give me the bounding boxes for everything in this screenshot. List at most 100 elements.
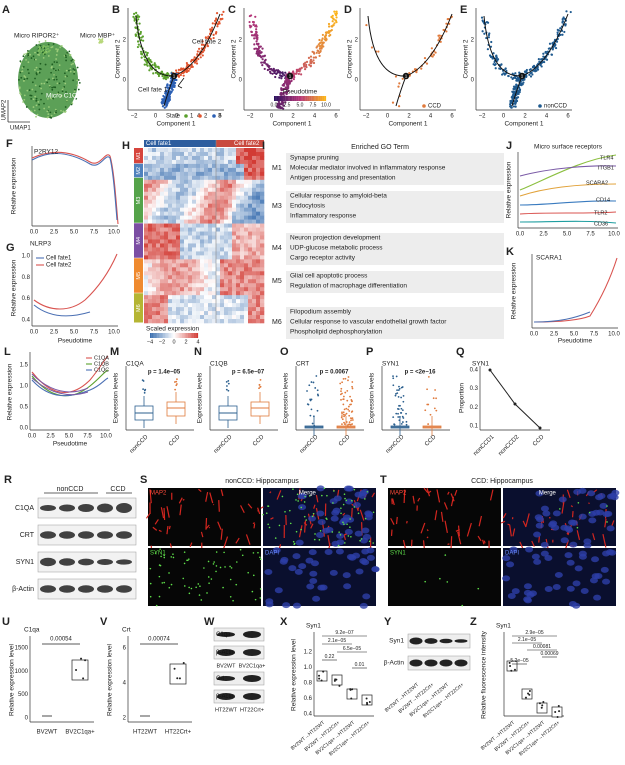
- band: [454, 659, 468, 667]
- heat-cell: [260, 223, 265, 228]
- heat-cell: [248, 319, 253, 324]
- heat-cell: [236, 295, 241, 300]
- heat-cell: [176, 251, 181, 256]
- heat-cell: [172, 263, 177, 268]
- puncta: [278, 524, 281, 527]
- heat-cell: [144, 291, 149, 296]
- cell-point: [332, 24, 335, 27]
- heat-cell: [204, 223, 209, 228]
- heat-cell: [188, 223, 193, 228]
- tick-label: 6: [218, 114, 222, 120]
- cell-point: [445, 30, 448, 33]
- heat-cell: [224, 231, 229, 236]
- heat-cell: [252, 207, 257, 212]
- neurite: [588, 502, 590, 505]
- outlier: [315, 375, 318, 377]
- tick-label: −2: [131, 114, 139, 120]
- heat-cell: [188, 227, 193, 232]
- heat-cell: [168, 223, 173, 228]
- legend-swatch: [422, 104, 426, 108]
- label: TLR4: [600, 155, 613, 161]
- outlier: [142, 380, 145, 382]
- outlier: [340, 398, 342, 401]
- heat-cell: [216, 231, 221, 236]
- heat-cell: [236, 223, 241, 228]
- label: M1: [136, 152, 142, 160]
- heat-cell: [236, 148, 241, 153]
- tick-label: 2: [471, 38, 475, 44]
- heat-cell: [208, 203, 213, 208]
- puncta: [215, 570, 217, 573]
- heat-cell: [228, 155, 233, 161]
- heat-cell: [152, 287, 157, 292]
- dot: [30, 97, 33, 100]
- outlier: [400, 407, 403, 410]
- heat-cell: [204, 155, 209, 161]
- colorbar: [178, 333, 181, 338]
- heat-cell: [208, 235, 213, 240]
- panel-label: J: [506, 140, 512, 152]
- heat-cell: [224, 235, 229, 240]
- heat-cell: [196, 231, 201, 236]
- heat-cell: [168, 175, 173, 181]
- puncta: [343, 523, 345, 525]
- tick-label: 10.0: [108, 230, 120, 236]
- heat-cell: [260, 211, 265, 216]
- nucleus: [569, 541, 578, 548]
- heat-cell: [252, 148, 257, 153]
- band: [409, 659, 423, 667]
- tick-label: 0.0: [530, 332, 539, 338]
- neurite: [247, 503, 253, 509]
- cell-point: [329, 33, 332, 37]
- heat-cell: [212, 259, 217, 264]
- heat-cell: [152, 319, 157, 324]
- heat-cell: [252, 319, 257, 324]
- heat-cell: [160, 195, 165, 201]
- neurite: [240, 505, 245, 514]
- dot: [69, 54, 71, 57]
- heat-cell: [260, 183, 265, 189]
- band: [116, 531, 132, 539]
- cell-point: [195, 62, 199, 65]
- heat-cell: [256, 295, 261, 300]
- heat-cell: [172, 307, 177, 312]
- cell-point: [141, 35, 144, 38]
- neurite: [351, 507, 353, 519]
- heat-cell: [236, 235, 241, 240]
- heat-cell: [160, 148, 165, 153]
- heat-cell: [236, 259, 241, 264]
- heat-cell: [252, 211, 257, 216]
- neurite: [466, 522, 472, 537]
- neurite: [342, 512, 346, 516]
- heat-cell: [148, 199, 153, 204]
- heat-cell: [196, 307, 201, 312]
- puncta: [208, 582, 210, 584]
- heat-cell: [236, 191, 241, 197]
- tick-label: 0.0: [516, 232, 525, 238]
- puncta: [182, 577, 185, 580]
- outlier: [347, 379, 349, 382]
- heat-cell: [224, 183, 229, 189]
- puncta: [559, 508, 561, 510]
- heat-cell: [260, 155, 265, 161]
- heat-cell: [256, 251, 261, 256]
- heat-cell: [224, 295, 229, 300]
- heat-cell: [232, 171, 237, 177]
- point: [320, 679, 323, 682]
- colorbar: [285, 96, 288, 101]
- cell-point: [370, 46, 374, 49]
- dot: [34, 95, 37, 98]
- heat-cell: [256, 231, 261, 236]
- cell-point: [554, 46, 558, 50]
- heat-cell: [164, 319, 169, 324]
- point: [527, 692, 530, 695]
- heat-cell: [176, 199, 181, 204]
- neurite: [298, 525, 303, 538]
- tick-label: 2: [291, 114, 295, 120]
- heat-cell: [232, 259, 237, 264]
- heat-cell: [208, 311, 213, 316]
- label: Component 2: [115, 39, 122, 78]
- tick-label: 5.0: [563, 232, 572, 238]
- panel-label: L: [4, 346, 11, 358]
- outlier: [398, 419, 401, 422]
